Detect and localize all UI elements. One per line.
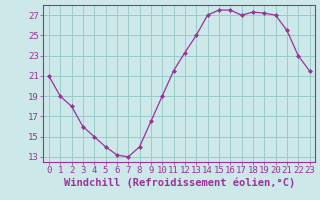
X-axis label: Windchill (Refroidissement éolien,°C): Windchill (Refroidissement éolien,°C)	[64, 178, 295, 188]
